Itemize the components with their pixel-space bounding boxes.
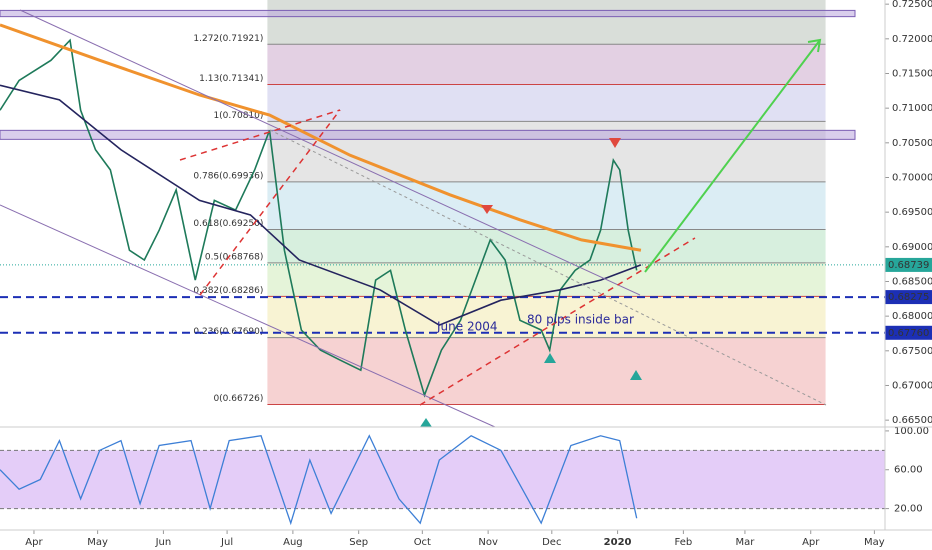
y-tick-label: 100.00 — [894, 426, 929, 437]
y-tick-label: 60.00 — [894, 465, 923, 476]
projection-arrow-head — [807, 38, 822, 53]
fib-label: 0.5(0.68768) — [205, 252, 264, 262]
x-tick-label: Oct — [414, 537, 431, 548]
up-marker — [544, 353, 556, 363]
y-tick-label: 0.67500 — [892, 346, 932, 357]
fib-label: 1(0.70810) — [213, 111, 263, 121]
supply-zone — [0, 9, 856, 18]
series-line — [0, 38, 638, 398]
projection-arrow — [644, 39, 821, 273]
x-tick-label: Mar — [735, 537, 755, 548]
x-tick-label: Nov — [478, 537, 498, 548]
price-badge-label: 0.68739 — [888, 260, 929, 271]
y-tick-label: 0.72500 — [892, 0, 932, 10]
annotation: 80 pips inside bar — [527, 313, 634, 327]
y-tick-label: 0.71500 — [892, 68, 932, 79]
x-tick-label: May — [864, 537, 885, 548]
channel-line — [0, 204, 496, 428]
trend-line — [179, 109, 341, 161]
up-marker — [630, 370, 642, 380]
x-tick-label: Aug — [283, 537, 303, 548]
x-tick-label: Jun — [155, 537, 172, 548]
price-badge — [885, 290, 932, 305]
y-tick-label: 20.00 — [894, 504, 923, 515]
down-marker — [609, 138, 621, 148]
y-tick-label: 0.68500 — [892, 276, 932, 287]
fib-zone — [267, 229, 826, 263]
channel-line — [19, 9, 641, 296]
supply-zone — [0, 129, 856, 140]
x-tick-label: Apr — [802, 537, 820, 548]
fib-label: 1.13(0.71341) — [199, 74, 263, 84]
fib-zone — [267, 296, 826, 338]
annotation: June 2004 — [436, 320, 498, 334]
y-tick-label: 0.70000 — [892, 172, 932, 183]
y-tick-label: 0.67000 — [892, 380, 932, 391]
fib-label: 1.272(0.71921) — [193, 34, 263, 44]
y-tick-label: 0.68000 — [892, 311, 932, 322]
fib-zone — [267, 0, 826, 45]
fib-zone — [267, 181, 826, 230]
x-tick-label: Dec — [542, 537, 561, 548]
price-badge-label: 0.67760 — [888, 328, 929, 339]
y-tick-label: 0.69500 — [892, 207, 932, 218]
y-tick-label: 0.71000 — [892, 103, 932, 114]
series-line — [0, 23, 642, 252]
down-marker — [481, 205, 493, 214]
x-tick-label: 2020 — [604, 537, 632, 548]
fib-label: 0.618(0.69250) — [193, 219, 263, 229]
y-tick-label: 0.66500 — [892, 415, 932, 426]
fib-label: 0(0.66726) — [213, 394, 263, 404]
fib-label: 0.382(0.68286) — [193, 286, 263, 296]
price-badge-label: 0.68275 — [888, 292, 929, 303]
stoch-line — [0, 434, 638, 526]
fib-label: 0.786(0.69936) — [193, 171, 263, 181]
fib-zone — [267, 337, 826, 405]
y-tick-label: 0.70500 — [892, 138, 932, 149]
series-line — [0, 84, 642, 327]
fib-zone — [267, 44, 826, 85]
x-tick-label: Apr — [25, 537, 43, 548]
up-marker — [420, 418, 432, 427]
y-tick-label: 0.72000 — [892, 34, 932, 45]
x-tick-label: Sep — [349, 537, 368, 548]
trend-line — [269, 129, 827, 406]
x-tick-label: Feb — [675, 537, 693, 548]
fib-zone — [267, 262, 826, 297]
price-badge — [885, 257, 932, 272]
x-tick-label: May — [87, 537, 108, 548]
trend-line — [199, 109, 341, 296]
x-tick-label: Jul — [220, 537, 233, 548]
price-badge — [885, 325, 932, 340]
fib-zone — [267, 84, 826, 122]
y-tick-label: 0.69000 — [892, 242, 932, 253]
